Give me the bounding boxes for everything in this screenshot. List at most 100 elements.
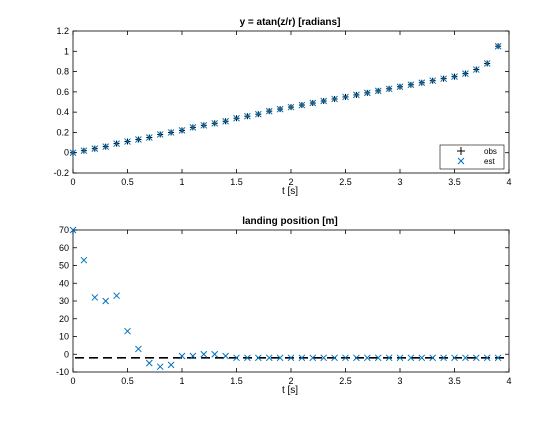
x-axis-label: t [s] — [282, 186, 298, 197]
data-point-est — [156, 363, 164, 371]
x-tick-label: 3.5 — [448, 376, 461, 386]
data-point-est — [320, 354, 328, 362]
y-tick-label: 0 — [64, 148, 69, 158]
x-axis-ticks: 0 0.5 1 1.5 2 2.5 3 3.5 4 — [70, 230, 512, 386]
data-point-est — [385, 85, 393, 93]
chart-title: landing position [m] — [242, 216, 338, 227]
data-point-est — [429, 354, 437, 362]
data-point-est — [462, 70, 469, 77]
data-point-est — [211, 350, 219, 358]
data-point-est — [145, 359, 153, 367]
data-point-est — [363, 89, 371, 97]
data-point-est — [135, 136, 142, 143]
data-points — [69, 226, 502, 371]
data-point-est — [462, 354, 469, 362]
y-axis-ticks: -0.2 0 0.2 0.4 0.6 0.8 1 1.2 — [53, 26, 509, 178]
x-tick-label: 4 — [506, 177, 511, 187]
chart-landing-position: landing position [m] 0 0.5 1 1.5 2 2.5 3 3.5 4 -… — [56, 216, 512, 396]
legend-marker-obs — [457, 147, 465, 155]
data-point-est — [309, 99, 317, 107]
data-point-est — [374, 354, 382, 362]
data-point-est — [429, 77, 437, 85]
legend: obs est — [439, 144, 505, 170]
data-point-est — [113, 292, 120, 300]
y-tick-label: 40 — [59, 278, 69, 288]
x-tick-label: 0 — [70, 177, 75, 187]
data-point-est — [418, 79, 426, 87]
data-point-est — [156, 131, 164, 138]
data-point-est — [102, 143, 110, 150]
data-point-est — [353, 354, 360, 362]
data-point-est — [145, 134, 153, 141]
y-tick-label: 0.4 — [56, 107, 69, 117]
plot-area — [72, 30, 510, 174]
data-point-est — [407, 354, 415, 362]
x-tick-label: 2 — [288, 177, 293, 187]
data-point-est — [363, 354, 371, 362]
data-point-est — [309, 354, 317, 362]
y-tick-label: 10 — [59, 332, 69, 342]
y-tick-label: 0.2 — [56, 127, 69, 137]
data-point-est — [374, 87, 382, 95]
data-point-est — [91, 145, 99, 153]
data-point-est — [276, 105, 284, 113]
x-tick-label: 2.5 — [339, 376, 352, 386]
data-point-est — [472, 354, 480, 362]
legend-label-obs: obs — [484, 147, 497, 156]
data-point-est — [189, 352, 197, 360]
data-point-est — [483, 354, 491, 362]
y-tick-label: 20 — [59, 314, 69, 324]
data-point-est — [91, 294, 99, 301]
chart-title: y = atan(z/r) [radians] — [240, 17, 341, 28]
data-point-est — [298, 101, 306, 109]
data-point-est — [342, 354, 349, 362]
data-point-est — [494, 354, 502, 362]
x-tick-label: 3 — [397, 376, 402, 386]
data-point-est — [244, 112, 251, 120]
data-point-est — [80, 256, 88, 264]
data-point-est — [331, 95, 338, 103]
data-point-est — [265, 354, 273, 362]
data-point-est — [254, 354, 262, 362]
x-axis-label: t [s] — [282, 385, 298, 396]
data-point-est — [483, 60, 491, 67]
data-point-est — [178, 352, 186, 360]
data-point-est — [167, 361, 175, 369]
legend-label-est: est — [484, 157, 495, 166]
data-point-est — [396, 354, 404, 362]
data-point-est — [287, 354, 295, 362]
y-tick-label: 0 — [64, 349, 69, 359]
y-tick-label: 0.6 — [56, 87, 69, 97]
x-tick-label: 3.5 — [448, 177, 461, 187]
x-tick-label: 3 — [397, 177, 402, 187]
y-tick-label: -10 — [56, 367, 69, 377]
y-tick-label: 1.2 — [56, 26, 69, 36]
data-point-est — [189, 124, 197, 131]
data-point-est — [265, 107, 273, 115]
data-point-est — [124, 138, 131, 145]
legend-box — [439, 144, 505, 170]
data-point-est — [276, 354, 284, 362]
y-tick-label: -0.2 — [53, 168, 69, 178]
data-point-est — [244, 354, 251, 362]
x-tick-label: 1 — [179, 177, 184, 187]
data-point-est — [211, 119, 219, 127]
x-axis-ticks: 0 0.5 1 1.5 2 2.5 3 3.5 4 — [70, 31, 512, 187]
data-point-est — [167, 129, 175, 136]
x-tick-label: 2 — [288, 376, 293, 386]
data-points — [69, 42, 502, 157]
data-point-est — [451, 73, 458, 80]
x-tick-label: 0 — [70, 376, 75, 386]
data-point-est — [407, 81, 415, 89]
data-point-est — [385, 354, 393, 362]
x-tick-label: 2.5 — [339, 177, 352, 187]
data-point-est — [287, 103, 295, 111]
data-point-est — [102, 297, 110, 305]
data-point-est — [440, 75, 447, 83]
data-point-est — [342, 93, 349, 101]
y-tick-label: 30 — [59, 296, 69, 306]
data-point-est — [396, 83, 404, 91]
data-point-est — [135, 345, 142, 353]
data-point-est — [353, 91, 360, 99]
